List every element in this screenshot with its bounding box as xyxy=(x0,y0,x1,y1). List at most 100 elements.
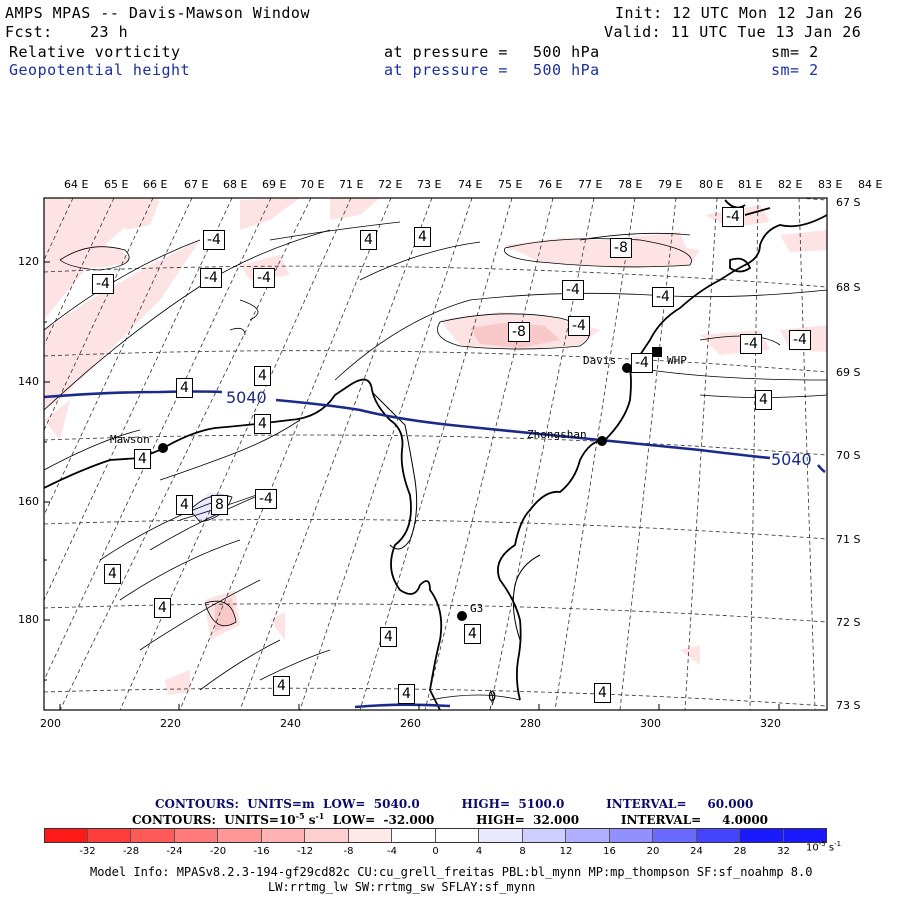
latitude-label: 73 S xyxy=(836,699,861,712)
longitude-label: 65 E xyxy=(104,178,129,191)
longitude-label: 79 E xyxy=(658,178,683,191)
colorbar-tick-label: 8 xyxy=(519,846,526,857)
vorticity-contour-label: 4 xyxy=(755,390,772,410)
colorbar-swatch xyxy=(348,828,392,843)
station-g3-label: G3 xyxy=(470,602,484,615)
colorbar-swatch xyxy=(174,828,218,843)
y-tick-label: 140 xyxy=(18,375,39,388)
field1-name: Relative vorticity xyxy=(9,43,181,61)
colorbar-tick-label: -16 xyxy=(253,846,270,857)
vorticity-contour-label: -4 xyxy=(253,268,275,288)
longitude-label: 82 E xyxy=(778,178,803,191)
x-tick-label: 280 xyxy=(520,717,541,730)
vorticity-contour-label: -4 xyxy=(203,230,225,250)
vorticity-contour-label: 4 xyxy=(104,564,121,584)
colorbar-tick-label: -24 xyxy=(166,846,183,857)
field2-name: Geopotential height xyxy=(9,61,191,79)
vorticity-contour-label: 4 xyxy=(398,684,415,704)
forecast-label: Fcst: xyxy=(5,23,53,41)
vorticity-contour-label: 4 xyxy=(176,378,193,398)
field1-smoothing: sm= 2 xyxy=(771,43,819,61)
colorbar-tick-label: -28 xyxy=(122,846,140,857)
vorticity-contour-label: -8 xyxy=(508,322,530,342)
colorbar-swatch xyxy=(740,828,784,843)
vorticity-contour-label: -4 xyxy=(200,268,222,288)
colorbar-tick-label: -32 xyxy=(79,846,96,857)
colorbar-tick-label: 4 xyxy=(475,846,483,857)
colorbar-swatch xyxy=(566,828,610,843)
colorbar-swatch xyxy=(392,828,436,843)
vorticity-contour-label: 4 xyxy=(254,414,271,434)
vorticity-contour-label: -4 xyxy=(568,316,590,336)
vorticity-contour-label: -8 xyxy=(610,238,632,258)
field2-level-label: at pressure = xyxy=(384,61,508,79)
vorticity-contour-label: 4 xyxy=(464,624,481,644)
longitude-label: 67 E xyxy=(184,178,209,191)
x-tick-label: 320 xyxy=(760,717,781,730)
latitude-label: 69 S xyxy=(836,366,861,379)
colorbar-tick-label: 32 xyxy=(777,846,790,857)
station-davis-label: Davis xyxy=(583,354,617,367)
vorticity-contour-label: 4 xyxy=(380,627,397,647)
init-time: Init: 12 UTC Mon 12 Jan 26 xyxy=(615,4,863,22)
latitude-label: 68 S xyxy=(836,281,861,294)
colorbar-swatch xyxy=(131,828,175,843)
colorbar-tick-label: 20 xyxy=(646,846,660,857)
vorticity-contour-label: -4 xyxy=(92,274,114,294)
y-tick-label: 160 xyxy=(18,495,39,508)
vorticity-contour-label: -4 xyxy=(562,280,584,300)
valid-time: Valid: 11 UTC Tue 13 Jan 26 xyxy=(604,23,862,41)
latitude-label: 70 S xyxy=(836,449,861,462)
colorbar-tick-label: 12 xyxy=(559,846,573,857)
station-markers xyxy=(158,347,662,621)
vorticity-contour-label: 4 xyxy=(273,676,290,696)
longitude-grid-lines xyxy=(44,198,816,710)
longitude-label: 70 E xyxy=(300,178,325,191)
colorbar-swatch xyxy=(435,828,479,843)
station-whp-label: WHP xyxy=(667,354,687,367)
field2-level-value: 500 hPa xyxy=(533,61,600,79)
colorbar-tick-label: -8 xyxy=(343,846,354,857)
vorticity-contour-label: -4 xyxy=(631,353,653,373)
colorbar-tick-label: 0 xyxy=(432,846,439,857)
colorbar-swatch xyxy=(305,828,349,843)
y-tick-label: 180 xyxy=(18,613,39,626)
longitude-label: 74 E xyxy=(458,178,483,191)
colorbar-tick-label: -12 xyxy=(296,846,314,857)
x-tick-label: 260 xyxy=(400,717,421,730)
longitude-label: 75 E xyxy=(498,178,523,191)
longitude-label: 72 E xyxy=(378,178,403,191)
longitude-label: 81 E xyxy=(738,178,763,191)
plot-frame xyxy=(43,197,828,711)
forecast-hours: 23 h xyxy=(90,23,129,41)
longitude-label: 80 E xyxy=(699,178,724,191)
y-tick-label: 120 xyxy=(18,255,39,268)
longitude-label: 76 E xyxy=(538,178,563,191)
vorticity-contour-label: -4 xyxy=(789,330,811,350)
colorbar-tick-label: -20 xyxy=(209,846,227,857)
colorbar-frame xyxy=(44,828,827,843)
vorticity-contour-label: 4 xyxy=(254,366,271,386)
x-tick-label: 200 xyxy=(40,717,61,730)
field1-level-label: at pressure = xyxy=(384,43,508,61)
model-physics: LW:rrtmg_lw SW:rrtmg_sw SFLAY:sf_mynn xyxy=(268,880,536,894)
model-info: Model Info: MPASv8.2.3-194-gf29cd82c CU:… xyxy=(90,865,813,879)
colorbar-tick-label: 28 xyxy=(733,846,747,857)
colorbar-swatch xyxy=(218,828,262,843)
colorbar-swatch xyxy=(609,828,653,843)
vorticity-contour-label: 4 xyxy=(134,449,151,469)
colorbar-swatch xyxy=(479,828,523,843)
colorbar-swatch xyxy=(653,828,697,843)
vorticity-contour-label: -4 xyxy=(722,207,744,227)
vorticity-contour-label: -4 xyxy=(652,287,674,307)
colorbar-swatch xyxy=(522,828,566,843)
axis-ticks xyxy=(44,261,780,710)
longitude-label: 66 E xyxy=(143,178,168,191)
longitude-label: 84 E xyxy=(858,178,883,191)
x-tick-label: 240 xyxy=(280,717,301,730)
longitude-label: 68 E xyxy=(223,178,248,191)
field1-level-value: 500 hPa xyxy=(533,43,600,61)
vorticity-contour-label: 4 xyxy=(414,227,431,247)
longitude-label: 69 E xyxy=(262,178,287,191)
height-contour-label: 5040 xyxy=(226,388,267,407)
